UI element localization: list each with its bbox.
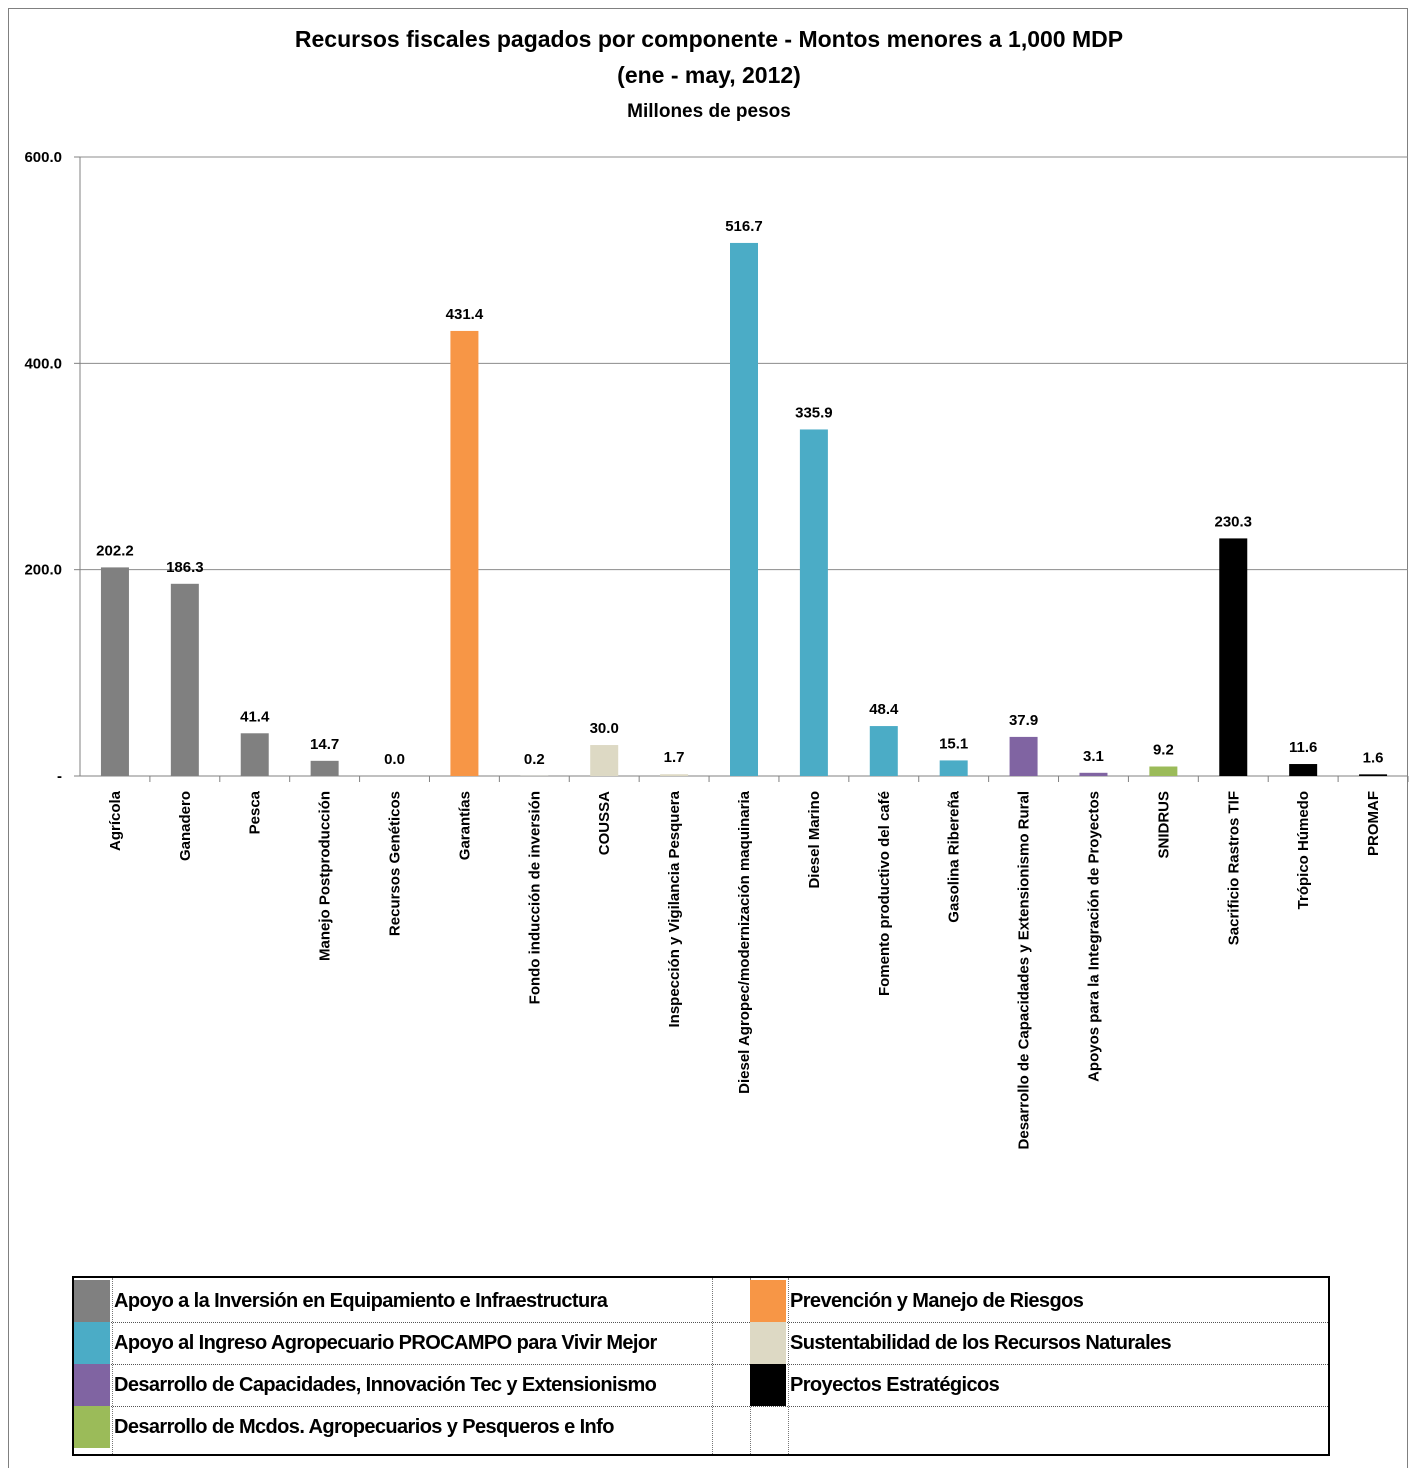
category-label: Pesca <box>247 790 264 834</box>
bar <box>171 584 199 776</box>
legend-label: Desarrollo de Capacidades, Innovación Te… <box>114 1364 656 1406</box>
category-label: Gasolina Ribereña <box>946 790 963 922</box>
bar-value-label: 1.6 <box>1363 749 1384 766</box>
bar-value-label: 30.0 <box>590 720 619 737</box>
bar-value-label: 1.7 <box>664 749 685 766</box>
category-label: SNIDRUS <box>1155 791 1172 859</box>
bar-value-label: 11.6 <box>1289 739 1317 756</box>
legend-swatch <box>750 1364 786 1406</box>
y-tick-label: - <box>57 768 62 785</box>
bar-value-label: 9.2 <box>1153 742 1174 759</box>
bar <box>590 745 618 776</box>
legend-label: Proyectos Estratégicos <box>790 1364 999 1406</box>
bar-value-label: 186.3 <box>166 559 204 576</box>
category-label: Garantías <box>456 791 473 860</box>
category-label: COUSSA <box>596 791 613 855</box>
legend-label: Prevención y Manejo de Riesgos <box>790 1280 1083 1322</box>
bar <box>730 243 758 776</box>
bar-value-label: 0.0 <box>384 751 405 768</box>
bar <box>870 726 898 776</box>
bar <box>1219 538 1247 776</box>
bar-value-label: 0.2 <box>524 751 545 768</box>
legend-label: Desarrollo de Mcdos. Agropecuarios y Pes… <box>114 1406 614 1448</box>
category-label: Sacrificio Rastros TIF <box>1225 791 1242 945</box>
bar-value-label: 37.9 <box>1009 712 1038 729</box>
y-tick-label: 200.0 <box>24 562 62 579</box>
category-label: PROMAF <box>1365 791 1382 856</box>
bar <box>241 733 269 776</box>
category-label: Fomento productivo del café <box>876 791 893 996</box>
legend-label: Apoyo a la Inversión en Equipamiento e I… <box>114 1280 607 1322</box>
bar-value-label: 41.4 <box>240 708 270 725</box>
legend-swatch <box>74 1280 110 1322</box>
legend-swatch <box>74 1406 110 1448</box>
bar <box>101 567 129 776</box>
bar <box>1149 767 1177 776</box>
legend-label: Apoyo al Ingreso Agropecuario PROCAMPO p… <box>114 1322 657 1364</box>
bar-value-label: 14.7 <box>310 736 339 753</box>
bar <box>940 760 968 776</box>
bar-value-label: 3.1 <box>1083 748 1104 765</box>
chart-legend: Apoyo a la Inversión en Equipamiento e I… <box>72 1276 1330 1456</box>
legend-col-divider <box>712 1278 713 1454</box>
category-label: Apoyos para la Integración de Proyectos <box>1085 791 1102 1082</box>
legend-col-divider <box>788 1278 789 1454</box>
legend-swatch <box>74 1364 110 1406</box>
bar-value-label: 516.7 <box>725 218 763 235</box>
category-label: Fondo inducción de inversión <box>526 791 543 1004</box>
category-label: Diesel Agropec/modernización maquinaria <box>736 790 753 1094</box>
bar <box>1289 764 1317 776</box>
bar <box>311 761 339 776</box>
bar <box>800 429 828 776</box>
bar-value-label: 202.2 <box>96 542 134 559</box>
category-label: Agrícola <box>107 790 124 851</box>
category-label: Trópico Húmedo <box>1295 791 1312 909</box>
legend-swatch <box>750 1280 786 1322</box>
y-tick-label: 600.0 <box>24 149 62 166</box>
legend-col-divider <box>112 1278 113 1454</box>
bar-value-label: 431.4 <box>446 306 484 323</box>
bar <box>1079 773 1107 776</box>
bar <box>450 331 478 776</box>
bar-value-label: 230.3 <box>1214 513 1252 530</box>
category-label: Ganadero <box>177 791 194 861</box>
category-label: Recursos Genéticos <box>387 791 404 936</box>
bar <box>1010 737 1038 776</box>
legend-swatch <box>750 1322 786 1364</box>
category-label: Manejo Postproducción <box>317 791 334 961</box>
bar-chart: - 200.0 400.0 600.0 202.2 Agrícola 186.3 Ganade… <box>0 0 1418 1270</box>
category-label: Inspección y Vigilancia Pesquera <box>666 790 683 1027</box>
legend-label: Sustentabilidad de los Recursos Naturale… <box>790 1322 1171 1364</box>
category-label: Desarrollo de Capacidades y Extensionism… <box>1016 791 1033 1149</box>
bar-value-label: 15.1 <box>939 735 968 752</box>
bar-value-label: 335.9 <box>795 404 833 421</box>
bar <box>1359 774 1387 776</box>
category-label: Diesel Marino <box>806 791 823 889</box>
y-tick-label: 400.0 <box>24 355 62 372</box>
bar <box>660 774 688 776</box>
legend-swatch <box>74 1322 110 1364</box>
bar-value-label: 48.4 <box>869 701 899 718</box>
